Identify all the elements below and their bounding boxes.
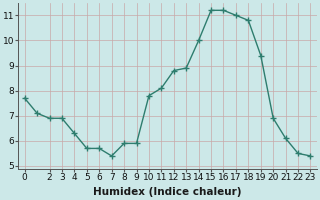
X-axis label: Humidex (Indice chaleur): Humidex (Indice chaleur) [93, 187, 242, 197]
